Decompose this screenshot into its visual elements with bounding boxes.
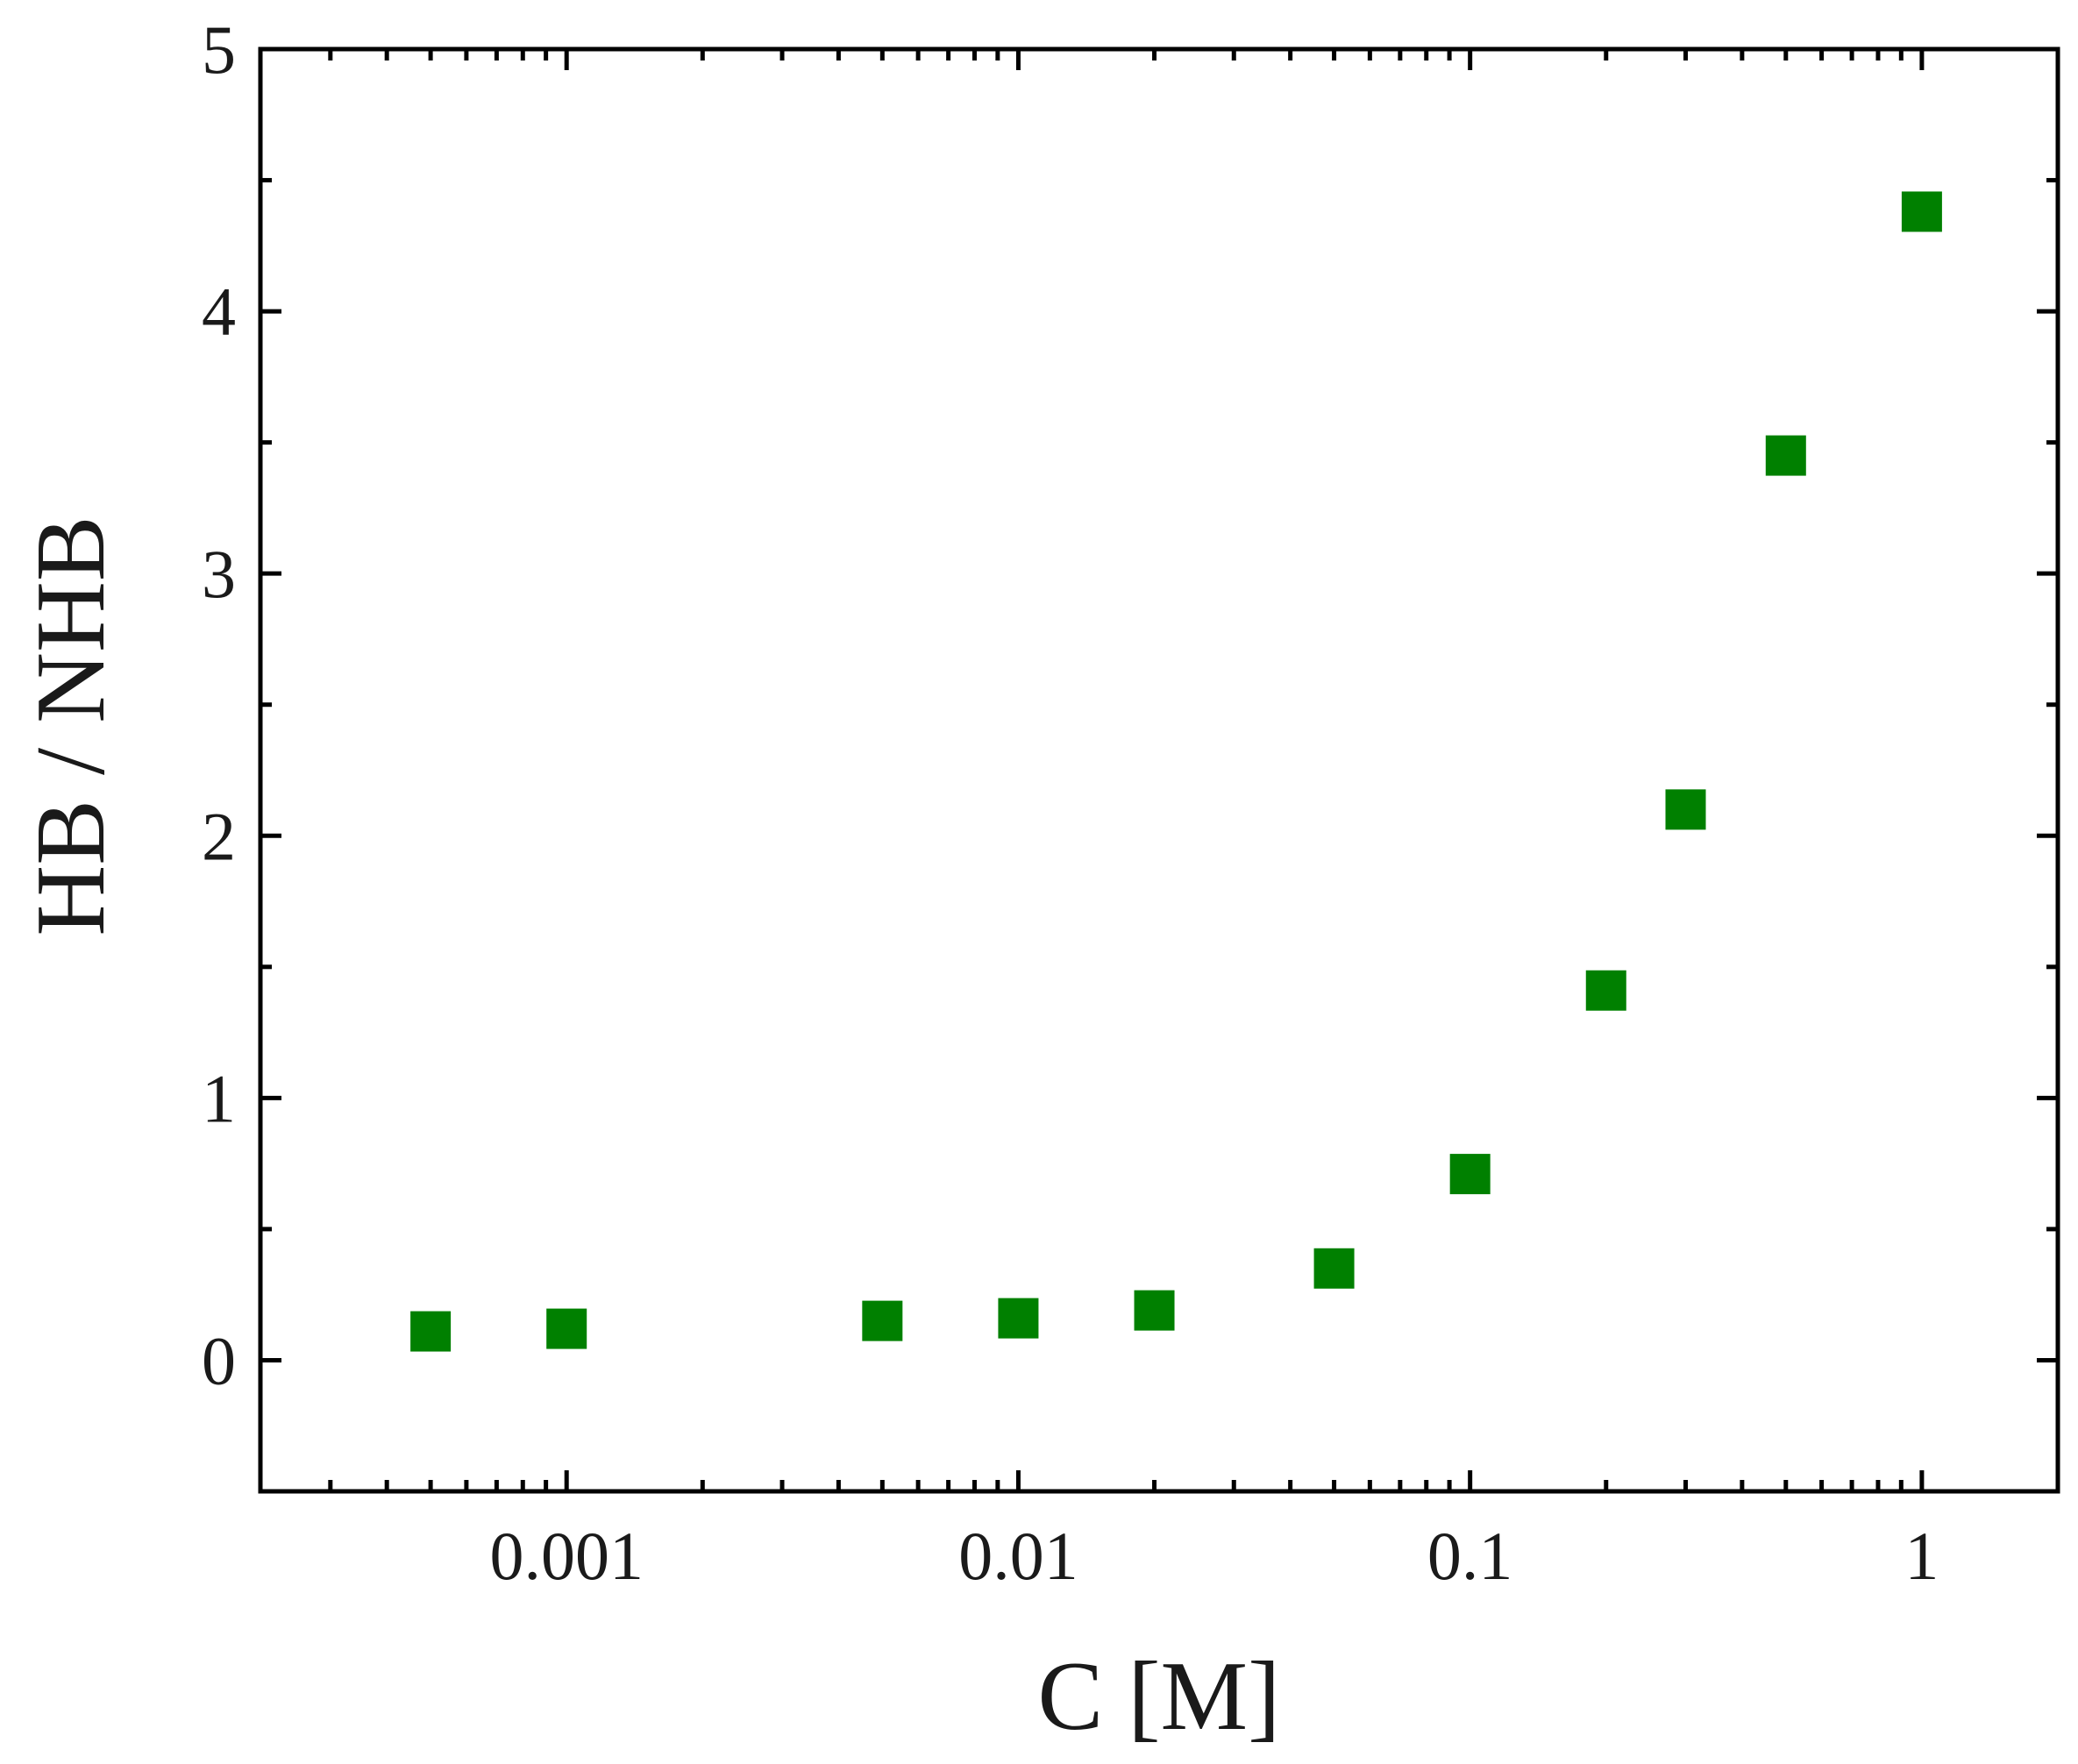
y-axis-title: HB / NHB [17, 516, 125, 935]
x-tick-label: 0.001 [489, 1518, 644, 1594]
y-tick-label: 1 [202, 1060, 236, 1136]
x-tick-label: 1 [1904, 1518, 1939, 1594]
y-tick-label: 4 [202, 274, 236, 350]
data-point [1901, 191, 1942, 232]
data-point [998, 1298, 1039, 1339]
y-tick-label: 5 [202, 11, 236, 88]
plot-frame [258, 46, 2060, 1494]
data-point [1449, 1154, 1491, 1195]
data-point [1665, 789, 1706, 830]
data-point [1765, 435, 1806, 476]
x-axis-title: C [M] [1038, 1642, 1281, 1751]
axis-ticks [260, 46, 2060, 1494]
tick-labels: 0.001 0.01 0.1 1 0 1 2 3 4 5 [202, 11, 1939, 1594]
data-point [862, 1300, 903, 1341]
y-tick-label: 0 [202, 1322, 236, 1398]
y-tick-label: 2 [202, 798, 236, 874]
data-point [1585, 970, 1626, 1011]
x-tick-label: 0.01 [958, 1518, 1078, 1594]
data-point [410, 1311, 452, 1352]
x-tick-label: 0.1 [1427, 1518, 1513, 1594]
data-point [546, 1308, 587, 1349]
y-tick-label: 3 [202, 536, 236, 612]
data-points [410, 191, 1942, 1352]
data-point [1134, 1290, 1175, 1331]
data-point [1313, 1248, 1355, 1289]
